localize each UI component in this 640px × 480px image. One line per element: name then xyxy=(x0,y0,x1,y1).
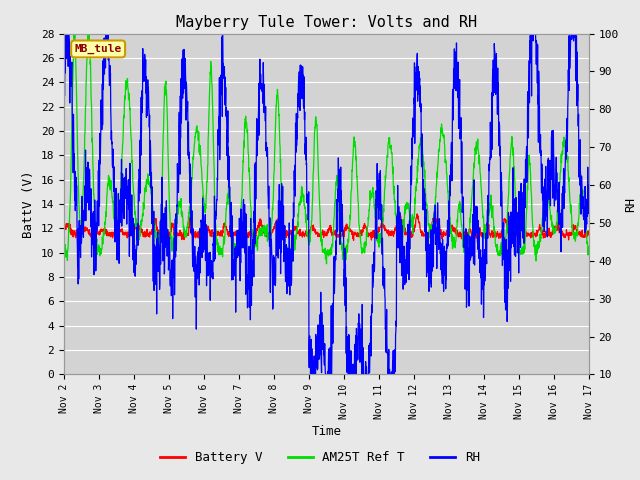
Title: Mayberry Tule Tower: Volts and RH: Mayberry Tule Tower: Volts and RH xyxy=(176,15,477,30)
Y-axis label: RH: RH xyxy=(625,196,637,212)
X-axis label: Time: Time xyxy=(312,425,341,438)
Y-axis label: BattV (V): BattV (V) xyxy=(22,170,35,238)
Text: MB_tule: MB_tule xyxy=(74,44,122,54)
Legend: Battery V, AM25T Ref T, RH: Battery V, AM25T Ref T, RH xyxy=(155,446,485,469)
